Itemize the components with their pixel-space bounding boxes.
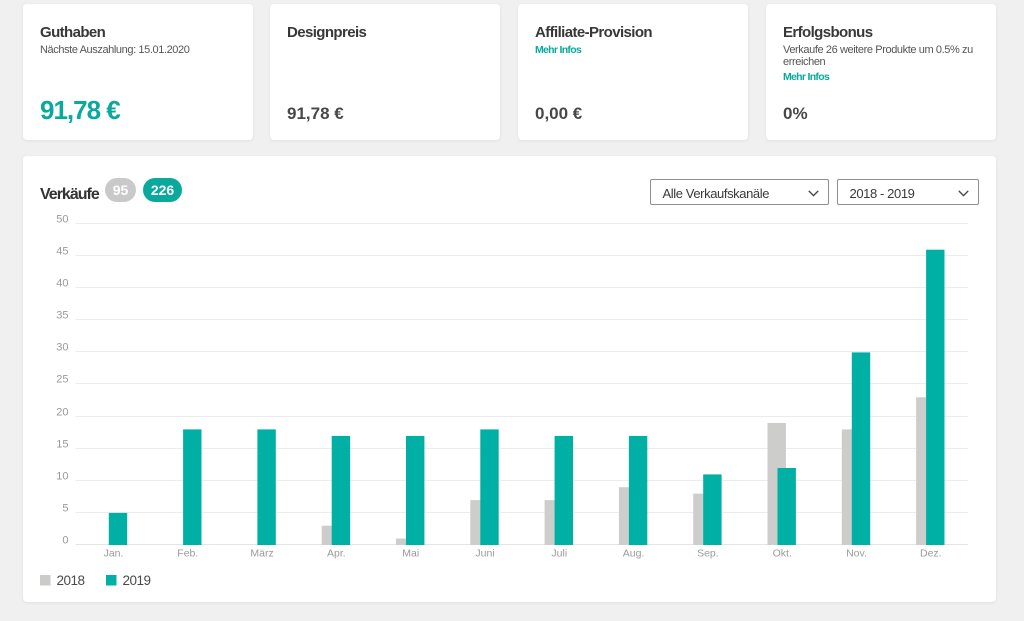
- svg-text:2018: 2018: [57, 573, 85, 588]
- svg-text:15: 15: [56, 439, 68, 451]
- svg-text:Jan.: Jan.: [104, 547, 124, 559]
- svg-text:März: März: [250, 547, 273, 559]
- svg-text:5: 5: [62, 503, 68, 515]
- svg-text:35: 35: [56, 310, 68, 322]
- svg-text:40: 40: [56, 278, 68, 290]
- svg-text:30: 30: [56, 342, 68, 354]
- svg-text:10: 10: [56, 471, 68, 483]
- svg-text:25: 25: [56, 374, 68, 386]
- svg-text:Feb.: Feb.: [177, 547, 198, 559]
- svg-text:0: 0: [62, 535, 68, 547]
- svg-text:45: 45: [56, 246, 68, 258]
- svg-text:Apr.: Apr.: [327, 547, 346, 559]
- svg-text:Sep.: Sep.: [697, 547, 719, 559]
- svg-text:20: 20: [56, 407, 68, 419]
- svg-text:Aug.: Aug.: [623, 547, 645, 559]
- svg-text:Mai: Mai: [402, 547, 419, 559]
- svg-text:Juni: Juni: [475, 547, 494, 559]
- svg-text:50: 50: [56, 214, 68, 226]
- svg-text:Dez.: Dez.: [920, 547, 942, 559]
- svg-text:Juli: Juli: [551, 547, 567, 559]
- svg-text:Nov.: Nov.: [846, 547, 867, 559]
- svg-text:2019: 2019: [123, 573, 151, 588]
- svg-text:Okt.: Okt.: [773, 547, 792, 559]
